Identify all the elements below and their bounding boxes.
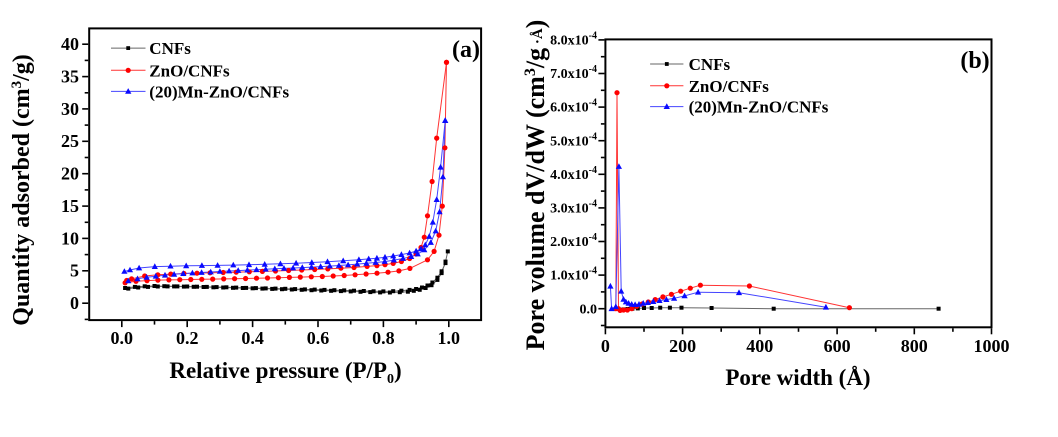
- svg-text:Relative pressure (P/P0): Relative pressure (P/P0): [169, 358, 401, 387]
- svg-text:ZnO/CNFs: ZnO/CNFs: [149, 61, 230, 80]
- svg-text:0.8: 0.8: [372, 328, 395, 348]
- svg-text:0.6: 0.6: [307, 328, 330, 348]
- svg-text:ZnO/CNFs: ZnO/CNFs: [689, 77, 770, 96]
- svg-text:800: 800: [901, 336, 928, 356]
- svg-text:20: 20: [61, 164, 79, 184]
- svg-text:CNFs: CNFs: [689, 55, 731, 74]
- svg-text:Pore width (Å): Pore width (Å): [725, 365, 870, 390]
- svg-text:400: 400: [746, 336, 773, 356]
- svg-text:30: 30: [61, 99, 79, 119]
- svg-text:600: 600: [824, 336, 851, 356]
- svg-text:0.0: 0.0: [111, 328, 134, 348]
- svg-text:6.0x10-4: 6.0x10-4: [550, 98, 597, 116]
- svg-text:35: 35: [61, 67, 79, 87]
- svg-text:(20)Mn-ZnO/CNFs: (20)Mn-ZnO/CNFs: [149, 82, 289, 101]
- svg-text:CNFs: CNFs: [149, 39, 191, 58]
- svg-text:5.0x10-4: 5.0x10-4: [550, 131, 597, 149]
- svg-text:0.2: 0.2: [176, 328, 199, 348]
- svg-text:2.0x10-4: 2.0x10-4: [550, 232, 597, 250]
- svg-text:1.0x10-4: 1.0x10-4: [550, 266, 597, 284]
- svg-text:1000: 1000: [974, 336, 1010, 356]
- svg-text:5: 5: [70, 261, 79, 281]
- svg-text:40: 40: [61, 34, 79, 54]
- svg-text:0: 0: [601, 336, 610, 356]
- svg-text:0.0: 0.0: [580, 302, 598, 317]
- svg-text:25: 25: [61, 131, 79, 151]
- svg-text:8.0x10-4: 8.0x10-4: [550, 31, 597, 49]
- svg-text:3.0x10-4: 3.0x10-4: [550, 199, 597, 217]
- svg-text:200: 200: [669, 336, 696, 356]
- svg-text:4.0x10-4: 4.0x10-4: [550, 165, 597, 183]
- svg-text:(b): (b): [960, 48, 989, 74]
- svg-text:10: 10: [61, 228, 79, 248]
- svg-text:Pore volume dV/dW (cm3/g ·Å): Pore volume dV/dW (cm3/g ·Å): [521, 20, 550, 351]
- svg-text:1.0: 1.0: [438, 328, 461, 348]
- svg-text:Quantity adsorbed (cm3/g): Quantity adsorbed (cm3/g): [9, 54, 35, 326]
- svg-text:0.4: 0.4: [241, 328, 264, 348]
- svg-text:15: 15: [61, 196, 79, 216]
- svg-text:(20)Mn-ZnO/CNFs: (20)Mn-ZnO/CNFs: [689, 98, 829, 117]
- svg-text:(a): (a): [452, 37, 480, 63]
- svg-text:0: 0: [70, 293, 79, 313]
- svg-text:7.0x10-4: 7.0x10-4: [550, 64, 597, 82]
